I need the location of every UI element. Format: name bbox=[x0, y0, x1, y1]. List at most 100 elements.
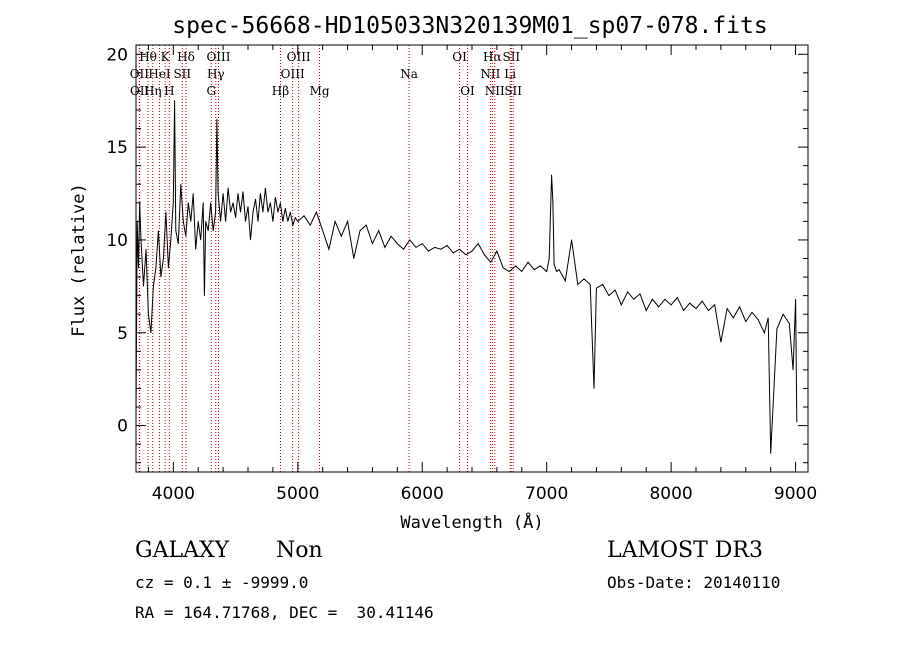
data-point bbox=[155, 267, 157, 269]
data-point bbox=[160, 276, 162, 278]
data-point bbox=[316, 211, 317, 213]
data-point bbox=[227, 187, 229, 189]
data-point bbox=[187, 202, 189, 204]
data-point bbox=[589, 284, 591, 285]
data-point bbox=[792, 369, 794, 371]
data-point bbox=[533, 269, 535, 271]
data-point bbox=[553, 263, 555, 265]
data-point bbox=[548, 258, 550, 259]
data-point bbox=[215, 211, 217, 213]
data-point bbox=[639, 293, 641, 295]
data-point bbox=[409, 239, 411, 241]
data-point bbox=[521, 271, 523, 272]
line-label-2: Hθ bbox=[139, 50, 157, 64]
data-point bbox=[384, 246, 386, 248]
data-point bbox=[294, 217, 296, 219]
data-point bbox=[212, 230, 214, 232]
data-point bbox=[490, 261, 492, 263]
data-point bbox=[200, 239, 202, 241]
data-point bbox=[403, 248, 404, 250]
data-point bbox=[262, 211, 264, 213]
data-point bbox=[185, 235, 187, 237]
data-point bbox=[757, 319, 759, 321]
data-point bbox=[502, 267, 504, 269]
data-point bbox=[277, 211, 279, 213]
data-point bbox=[143, 285, 144, 287]
data-point bbox=[197, 220, 199, 222]
x-tick-label-4: 8000 bbox=[649, 484, 692, 504]
line-label-21: NII bbox=[485, 84, 505, 98]
data-point bbox=[192, 193, 194, 194]
line-label-16: Na bbox=[400, 67, 418, 81]
line-label-17: OI bbox=[452, 50, 467, 64]
y-axis-label: Flux (relative) bbox=[69, 183, 89, 337]
data-point bbox=[210, 202, 212, 204]
data-point bbox=[764, 332, 765, 334]
data-point bbox=[577, 284, 579, 285]
data-point bbox=[272, 220, 274, 222]
data-point bbox=[695, 308, 697, 310]
line-label-12: Hβ bbox=[272, 84, 289, 98]
y-tick-label-3: 15 bbox=[106, 138, 128, 158]
data-point bbox=[250, 239, 251, 241]
data-point bbox=[260, 193, 261, 194]
obs-date: Obs-Date: 20140110 bbox=[607, 573, 781, 592]
line-label-10: Hγ bbox=[207, 67, 225, 81]
line-label-7: SII bbox=[173, 67, 191, 81]
data-point bbox=[732, 317, 734, 319]
data-point bbox=[172, 202, 174, 204]
y-tick-label-1: 5 bbox=[117, 324, 128, 344]
data-point bbox=[564, 280, 566, 282]
data-point bbox=[174, 100, 175, 102]
x-tick-label-5: 9000 bbox=[774, 484, 817, 504]
data-point bbox=[726, 308, 728, 310]
data-point bbox=[546, 271, 548, 272]
data-point bbox=[230, 211, 231, 213]
data-point bbox=[770, 453, 772, 454]
line-label-11: OIII bbox=[206, 50, 230, 64]
data-point bbox=[195, 248, 197, 250]
plot-frame bbox=[135, 44, 809, 473]
data-point bbox=[167, 267, 169, 269]
y-tick-label-0: 0 bbox=[117, 417, 128, 437]
data-point bbox=[255, 198, 256, 200]
data-point bbox=[652, 298, 653, 300]
chart-title: spec-56668-HD105033N320139M01_sp07-078.f… bbox=[172, 13, 767, 39]
data-point bbox=[664, 298, 666, 300]
data-point bbox=[776, 328, 778, 330]
data-point bbox=[252, 211, 254, 213]
data-point bbox=[496, 250, 498, 252]
data-point bbox=[177, 243, 179, 245]
x-tick-label-2: 6000 bbox=[401, 484, 444, 504]
data-point bbox=[220, 220, 222, 222]
survey-name: LAMOST DR3 bbox=[607, 538, 763, 563]
data-point bbox=[788, 323, 790, 324]
data-point bbox=[216, 118, 218, 120]
line-label-22: Li bbox=[504, 67, 516, 81]
data-point bbox=[465, 254, 467, 256]
x-axis-label: Wavelength (Å) bbox=[400, 511, 543, 533]
data-point bbox=[658, 306, 660, 308]
x-tick-label-0: 4000 bbox=[152, 484, 195, 504]
line-label-4: HeI bbox=[148, 67, 171, 81]
data-point bbox=[175, 230, 177, 232]
data-point bbox=[378, 230, 380, 232]
data-point bbox=[471, 250, 473, 252]
data-point bbox=[328, 248, 330, 250]
data-point bbox=[602, 284, 604, 285]
line-label-8: Hδ bbox=[177, 50, 195, 64]
data-point bbox=[484, 254, 485, 256]
data-point bbox=[242, 191, 244, 193]
data-point bbox=[583, 278, 585, 280]
data-point bbox=[145, 248, 147, 250]
data-point bbox=[138, 267, 139, 269]
line-label-24: SII bbox=[504, 84, 522, 98]
data-point bbox=[745, 321, 747, 323]
data-point bbox=[676, 297, 678, 298]
data-point bbox=[359, 230, 361, 232]
data-point bbox=[708, 310, 709, 311]
data-point bbox=[683, 310, 684, 311]
data-point bbox=[515, 265, 516, 267]
data-point bbox=[274, 196, 276, 198]
data-point bbox=[608, 295, 610, 297]
